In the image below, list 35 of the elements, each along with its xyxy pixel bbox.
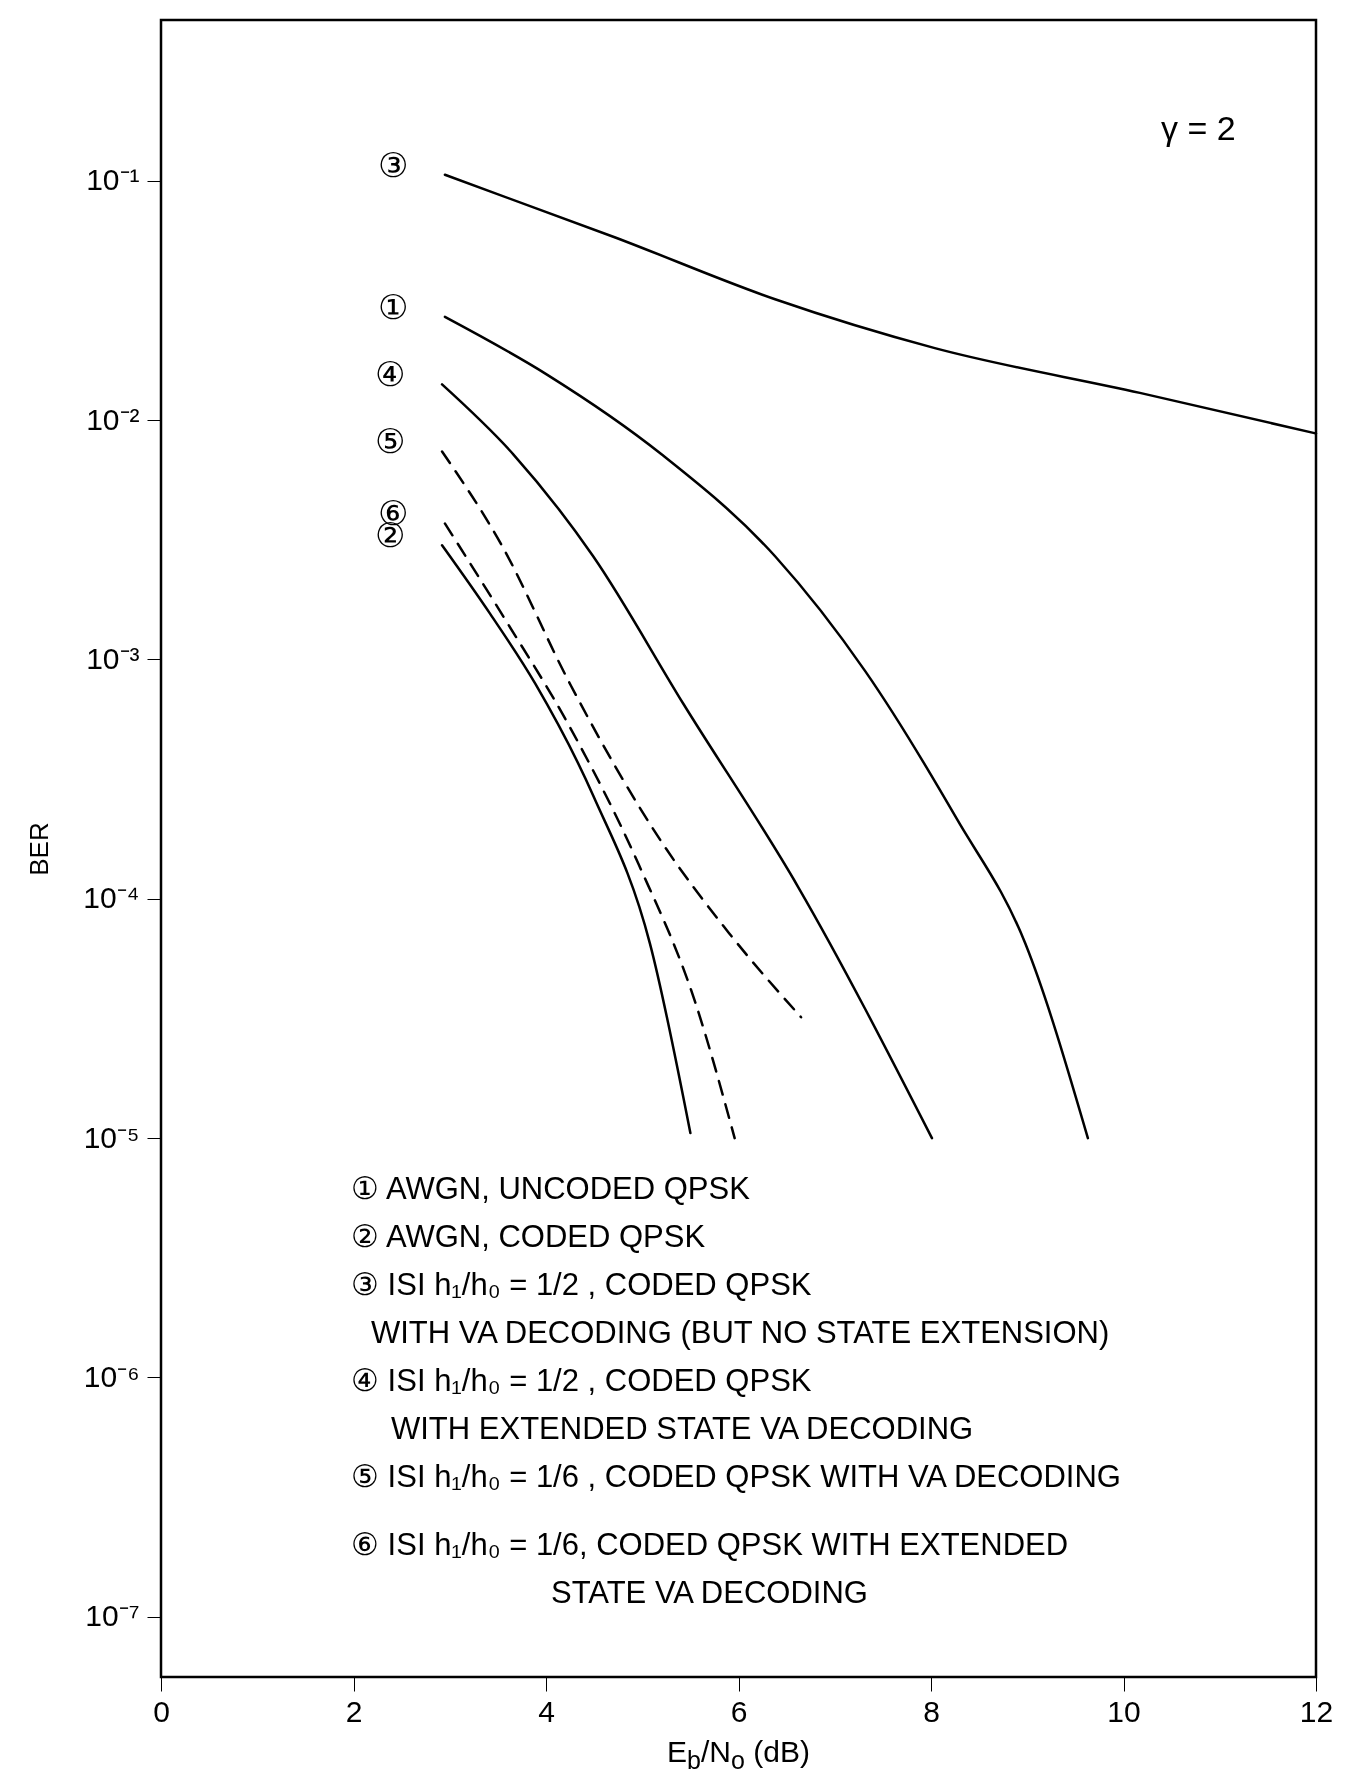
x-tick-label: 8 <box>923 1694 940 1728</box>
series-label: ⑤ <box>375 422 406 461</box>
y-tick-label: 10⁻⁶ <box>83 1359 140 1393</box>
y-tick-label: 10⁻¹ <box>86 163 140 197</box>
x-tick-label: 4 <box>538 1694 555 1728</box>
annotation: ④ ISI h₁/h₀ = 1/2 , CODED QPSK <box>351 1363 812 1398</box>
series-label: ① <box>377 287 408 326</box>
x-tick-label: 12 <box>1299 1694 1334 1728</box>
annotation: ① AWGN, UNCODED QPSK <box>351 1171 751 1206</box>
series-label: ④ <box>375 355 406 394</box>
annotation: STATE VA DECODING <box>551 1575 868 1610</box>
annotation: WITH EXTENDED STATE VA DECODING <box>391 1411 974 1446</box>
line-series <box>443 315 1090 1140</box>
annotation: WITH VA DECODING (BUT NO STATE EXTENSION) <box>371 1315 1110 1350</box>
annotation: ⑤ ISI h₁/h₀ = 1/6 , CODED QPSK WITH VA DECODING <box>351 1459 1121 1494</box>
annotation: γ = 2 <box>1161 109 1236 147</box>
annotation: ② AWGN, CODED QPSK <box>351 1219 706 1254</box>
y-tick-label: 10⁻² <box>86 402 140 436</box>
x-tick-label: 0 <box>153 1694 170 1728</box>
y-tick-label: 10⁻⁵ <box>83 1120 140 1154</box>
line-series <box>440 450 803 1019</box>
annotation: ⑥ ISI h₁/h₀ = 1/6, CODED QPSK WITH EXTENDED <box>351 1527 1069 1562</box>
x-axis-title: E$_{b}$/N$_{o}$ (dB) <box>666 1735 811 1775</box>
x-tick-label: 2 <box>345 1694 363 1728</box>
x-tick-label: 10 <box>1107 1694 1141 1728</box>
line-series <box>440 383 934 1140</box>
line-series <box>440 544 692 1135</box>
y-axis-title: BER <box>24 822 55 876</box>
y-tick-label: 10⁻⁷ <box>85 1599 140 1633</box>
y-tick-label: 10⁻³ <box>86 641 140 675</box>
annotation: ③ ISI h₁/h₀ = 1/2 , CODED QPSK <box>351 1267 812 1302</box>
x-tick-label: 6 <box>730 1694 748 1728</box>
y-tick-label: 10⁻⁴ <box>83 881 140 915</box>
series-label: ③ <box>377 145 408 184</box>
line-series <box>443 522 736 1140</box>
